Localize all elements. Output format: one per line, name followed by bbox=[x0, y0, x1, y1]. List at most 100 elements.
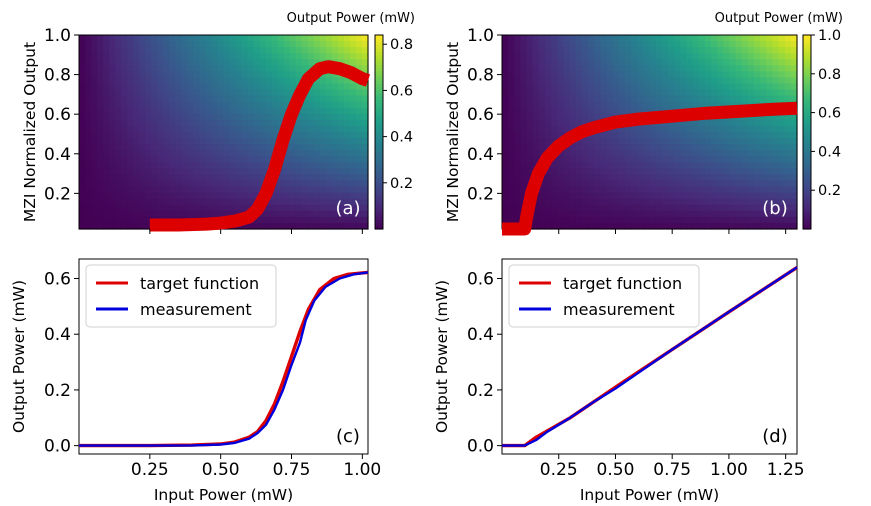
colorbar-cell bbox=[375, 190, 383, 195]
heatmap-cell bbox=[569, 89, 577, 97]
heatmap-cell bbox=[247, 125, 255, 133]
heatmap-cell bbox=[121, 138, 128, 145]
heatmap-cell bbox=[545, 132, 552, 139]
heatmap-cell bbox=[606, 53, 614, 60]
heatmap-cell bbox=[229, 77, 237, 85]
heatmap-cell bbox=[680, 101, 687, 109]
heatmap-cell bbox=[557, 204, 565, 212]
heatmap-cell bbox=[649, 71, 657, 79]
heatmap-cell bbox=[778, 192, 786, 200]
heatmap-cell bbox=[766, 186, 774, 194]
heatmap-cell bbox=[187, 150, 194, 157]
heatmap-cell bbox=[686, 138, 694, 145]
heatmap-cell bbox=[612, 95, 620, 103]
heatmap-cell bbox=[710, 125, 718, 133]
heatmap-cell bbox=[520, 71, 528, 79]
colorbar-cell bbox=[375, 77, 383, 81]
heatmap-cell bbox=[753, 162, 761, 169]
heatmap-cell bbox=[588, 59, 595, 66]
heatmap-cell bbox=[355, 125, 363, 133]
heatmap-cell bbox=[79, 150, 86, 157]
heatmap-cell bbox=[121, 53, 128, 60]
heatmap-cell bbox=[514, 138, 522, 145]
heatmap-cell bbox=[319, 144, 327, 151]
heatmap-cell bbox=[760, 89, 767, 97]
heatmap-cell bbox=[133, 101, 140, 109]
heatmap-cell bbox=[205, 53, 213, 60]
heatmap-cell bbox=[259, 95, 267, 103]
heatmap-cell bbox=[163, 41, 170, 48]
colorbar-label: Output Power (mW) bbox=[287, 11, 415, 26]
heatmap-cell bbox=[772, 162, 780, 169]
heatmap-cell bbox=[331, 192, 339, 200]
heatmap-cell bbox=[532, 216, 540, 224]
heatmap-cell bbox=[325, 132, 333, 139]
heatmap-cell bbox=[661, 59, 669, 66]
heatmap-cell bbox=[175, 53, 182, 60]
heatmap-cell bbox=[532, 53, 540, 60]
heatmap-cell bbox=[253, 47, 261, 54]
heatmap-cell bbox=[79, 53, 86, 60]
colorbar-cell bbox=[803, 128, 811, 133]
heatmap-cell bbox=[520, 174, 528, 182]
colorbar-cell bbox=[375, 212, 383, 217]
heatmap-cell bbox=[710, 192, 718, 200]
heatmap-cell bbox=[631, 41, 638, 48]
heatmap-cell bbox=[205, 77, 213, 85]
heatmap-cell bbox=[145, 192, 152, 200]
heatmap-cell bbox=[557, 156, 565, 163]
heatmap-cell bbox=[253, 113, 261, 121]
heatmap-cell bbox=[508, 89, 515, 97]
heatmap-cell bbox=[581, 89, 589, 97]
heatmap-cell bbox=[223, 168, 231, 176]
heatmap-cell bbox=[295, 174, 303, 182]
heatmap-cell bbox=[655, 53, 663, 60]
heatmap-cell bbox=[151, 132, 158, 139]
heatmap-cell bbox=[187, 156, 194, 163]
heatmap-cell bbox=[187, 119, 194, 127]
heatmap-cell bbox=[698, 119, 706, 127]
heatmap-cell bbox=[313, 95, 321, 103]
heatmap-cell bbox=[704, 144, 712, 151]
heatmap-cell bbox=[661, 150, 669, 157]
heatmap-cell bbox=[157, 89, 164, 97]
heatmap-cell bbox=[643, 89, 651, 97]
heatmap-cell bbox=[631, 222, 638, 230]
heatmap-cell bbox=[331, 162, 339, 169]
heatmap-cell bbox=[301, 150, 309, 157]
heatmap-cell bbox=[271, 125, 279, 133]
heatmap-cell bbox=[502, 210, 509, 218]
heatmap-cell bbox=[581, 186, 589, 194]
heatmap-cell bbox=[551, 162, 558, 169]
colorbar-cell bbox=[375, 174, 383, 178]
heatmap-cell bbox=[520, 180, 528, 188]
heatmap-cell bbox=[247, 53, 255, 60]
heatmap-cell bbox=[235, 41, 243, 48]
heatmap-cell bbox=[163, 119, 170, 127]
colorbar-cell bbox=[803, 57, 811, 62]
heatmap-cell bbox=[85, 132, 92, 139]
heatmap-cell bbox=[115, 204, 122, 212]
heatmap-cell bbox=[710, 119, 718, 127]
heatmap-cell bbox=[588, 156, 595, 163]
heatmap-cell bbox=[187, 144, 194, 151]
heatmap-cell bbox=[151, 53, 158, 60]
heatmap-cell bbox=[277, 168, 285, 176]
heatmap-cell bbox=[637, 204, 644, 212]
heatmap-cell bbox=[674, 59, 681, 66]
heatmap-cell bbox=[661, 41, 669, 48]
heatmap-cell bbox=[181, 138, 188, 145]
heatmap-cell bbox=[301, 119, 309, 127]
heatmap-cell bbox=[790, 174, 798, 182]
heatmap-cell bbox=[349, 156, 357, 163]
heatmap-cell bbox=[790, 150, 798, 157]
heatmap-cell bbox=[784, 162, 792, 169]
heatmap-cell bbox=[514, 156, 522, 163]
heatmap-cell bbox=[331, 216, 339, 224]
heatmap-cell bbox=[277, 119, 285, 127]
heatmap-cell bbox=[790, 204, 798, 212]
heatmap-cell bbox=[169, 174, 176, 182]
heatmap-cell bbox=[121, 101, 128, 109]
heatmap-cell bbox=[145, 35, 152, 42]
heatmap-cell bbox=[223, 65, 231, 72]
